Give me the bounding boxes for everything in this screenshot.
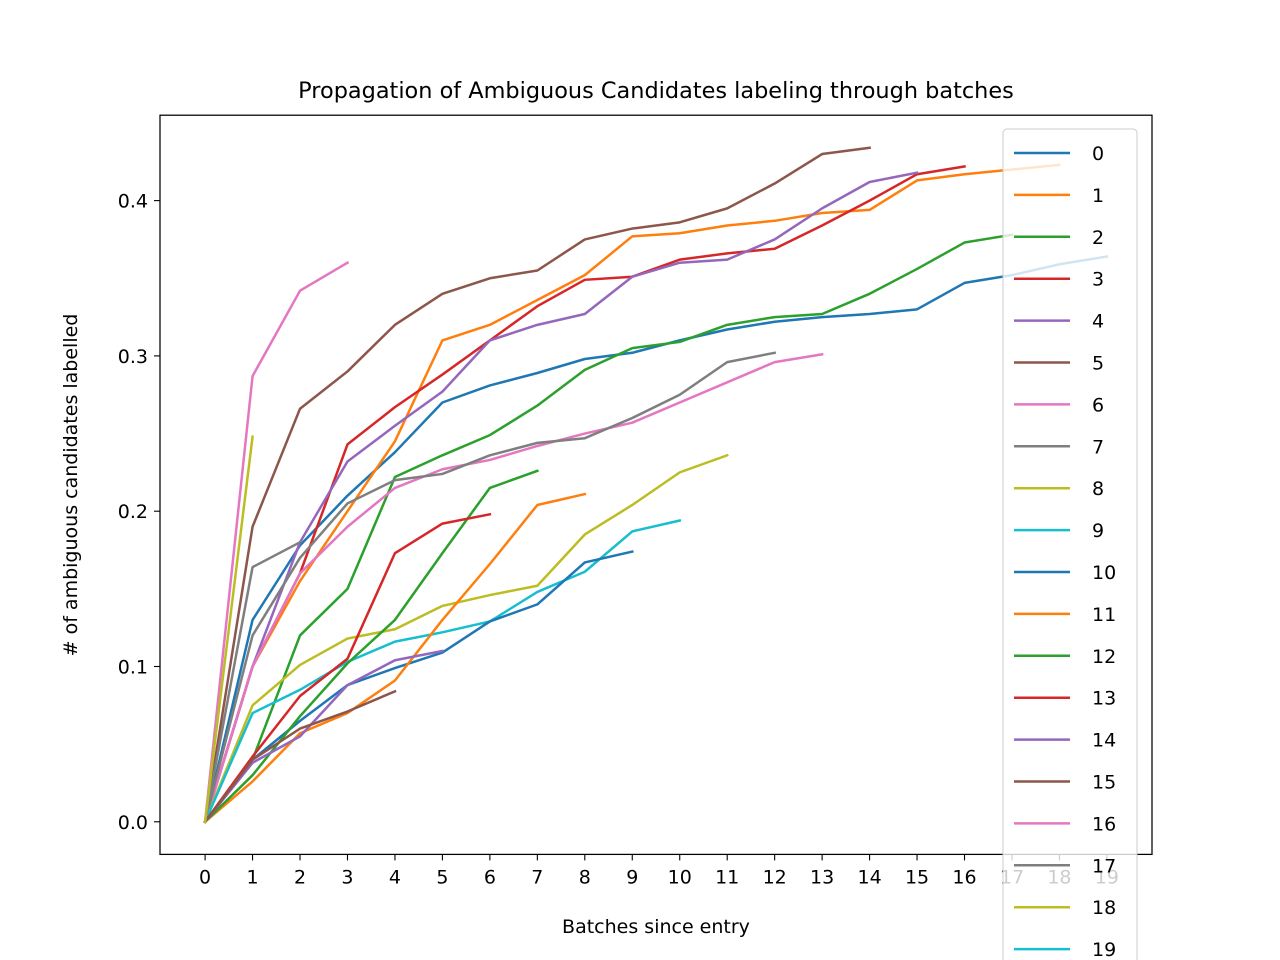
x-tick-label: 16 bbox=[952, 866, 976, 888]
x-tick-label: 14 bbox=[857, 866, 881, 888]
x-tick-label: 7 bbox=[531, 866, 543, 888]
legend-label-15: 15 bbox=[1092, 772, 1116, 794]
legend-label-19: 19 bbox=[1092, 939, 1116, 960]
x-tick-label: 15 bbox=[905, 866, 929, 888]
legend-label-10: 10 bbox=[1092, 562, 1116, 584]
legend-label-2: 2 bbox=[1092, 227, 1104, 249]
x-tick-label: 4 bbox=[389, 866, 401, 888]
legend-label-11: 11 bbox=[1092, 604, 1116, 626]
series-layer bbox=[203, 146, 1109, 824]
legend-label-18: 18 bbox=[1092, 897, 1116, 919]
series-line-16 bbox=[203, 261, 350, 824]
plot-frame bbox=[159, 114, 1153, 856]
legend-label-13: 13 bbox=[1092, 688, 1116, 710]
y-tick-label: 0.1 bbox=[118, 656, 148, 678]
x-tick-label: 11 bbox=[715, 866, 739, 888]
legend-label-4: 4 bbox=[1092, 311, 1104, 333]
series-line-12 bbox=[203, 469, 539, 824]
series-line-1 bbox=[203, 163, 1061, 824]
legend-label-14: 14 bbox=[1092, 730, 1116, 752]
y-axis-label: # of ambiguous candidates labelled bbox=[60, 314, 82, 657]
series-line-14 bbox=[203, 649, 444, 824]
legend-label-1: 1 bbox=[1092, 185, 1104, 207]
legend-label-6: 6 bbox=[1092, 394, 1104, 416]
x-tick-label: 5 bbox=[436, 866, 448, 888]
y-tick-label: 0.2 bbox=[118, 501, 148, 523]
series-line-2 bbox=[203, 233, 1014, 824]
x-tick-label: 13 bbox=[810, 866, 834, 888]
y-tick-label: 0.4 bbox=[118, 191, 148, 213]
series-line-11 bbox=[203, 492, 587, 824]
x-tick-label: 6 bbox=[484, 866, 496, 888]
chart-title: Propagation of Ambiguous Candidates labe… bbox=[298, 78, 1014, 104]
series-line-13 bbox=[203, 512, 492, 824]
series-line-17 bbox=[203, 540, 302, 824]
series-line-8 bbox=[203, 453, 729, 824]
legend-label-17: 17 bbox=[1092, 855, 1116, 877]
x-axis-label: Batches since entry bbox=[562, 916, 750, 938]
x-tick-label: 3 bbox=[341, 866, 353, 888]
series-line-9 bbox=[203, 519, 682, 824]
legend-label-9: 9 bbox=[1092, 520, 1104, 542]
legend-label-7: 7 bbox=[1092, 436, 1104, 458]
series-line-7 bbox=[203, 351, 777, 824]
legend-label-3: 3 bbox=[1092, 269, 1104, 291]
x-tick-label: 0 bbox=[199, 866, 211, 888]
y-tick-label: 0.0 bbox=[118, 812, 148, 834]
series-line-5 bbox=[203, 146, 871, 824]
x-tick-label: 1 bbox=[247, 866, 259, 888]
y-axis: 0.0 0.1 0.2 0.3 0.4 bbox=[118, 191, 160, 834]
series-line-6 bbox=[203, 352, 824, 824]
x-tick-label: 2 bbox=[294, 866, 306, 888]
y-tick-label: 0.3 bbox=[118, 346, 148, 368]
x-tick-label: 8 bbox=[579, 866, 591, 888]
legend-label-5: 5 bbox=[1092, 353, 1104, 375]
legend-label-16: 16 bbox=[1092, 813, 1116, 835]
series-line-4 bbox=[203, 171, 919, 824]
x-tick-label: 9 bbox=[626, 866, 638, 888]
series-line-10 bbox=[203, 550, 634, 824]
series-line-0 bbox=[203, 255, 1109, 824]
x-tick-label: 10 bbox=[668, 866, 692, 888]
legend-box bbox=[1002, 128, 1138, 960]
legend-label-0: 0 bbox=[1092, 143, 1104, 165]
legend-label-12: 12 bbox=[1092, 646, 1116, 668]
series-line-18 bbox=[203, 435, 254, 824]
legend-label-8: 8 bbox=[1092, 478, 1104, 500]
series-line-15 bbox=[203, 689, 397, 824]
x-tick-label: 12 bbox=[763, 866, 787, 888]
